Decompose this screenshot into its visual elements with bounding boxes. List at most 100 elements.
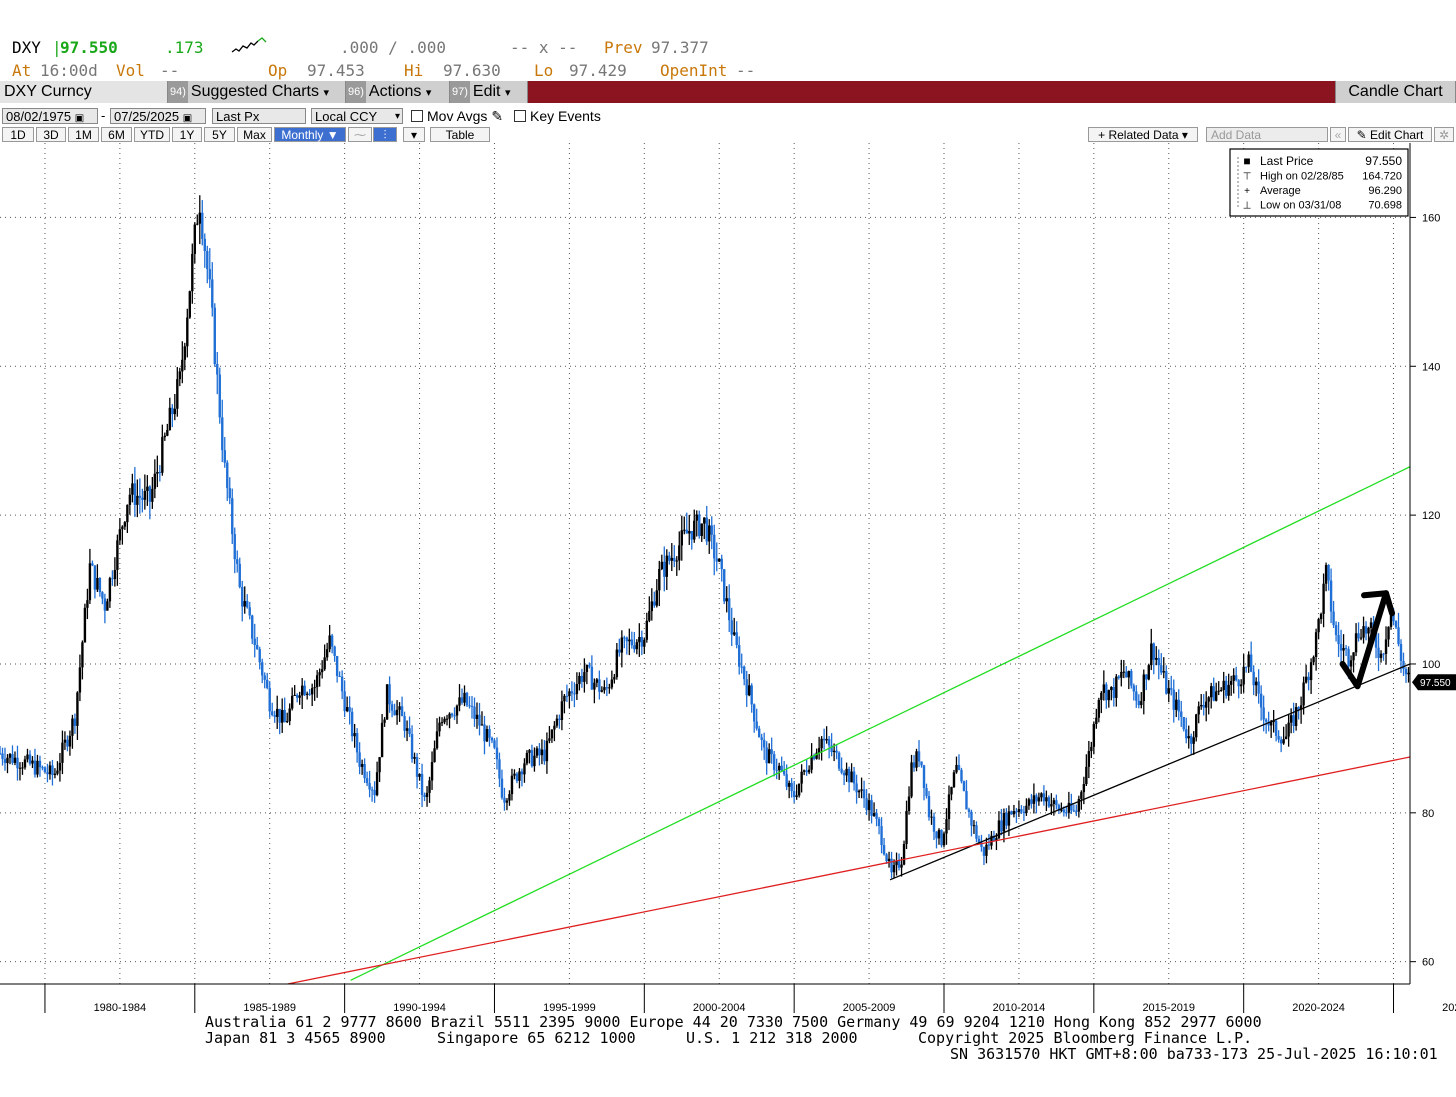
- field-select[interactable]: Last Px: [212, 108, 306, 124]
- chart-style-bar-button[interactable]: ⫶: [373, 127, 397, 142]
- suggested-charts-button[interactable]: 94) Suggested Charts ▾: [168, 81, 346, 103]
- candle-body: [967, 809, 971, 812]
- candle: [103, 593, 107, 624]
- table-button[interactable]: Table: [430, 127, 490, 142]
- candle: [830, 733, 833, 757]
- candle: [807, 765, 811, 775]
- chart-type-button[interactable]: Candle Chart: [1335, 81, 1456, 103]
- candle: [253, 623, 256, 658]
- candle: [545, 732, 549, 774]
- period-button-ytd[interactable]: YTD: [134, 127, 170, 142]
- candle: [290, 687, 294, 711]
- candle-body: [243, 601, 246, 607]
- end-date-field[interactable]: 07/25/2025 ▣: [110, 108, 206, 124]
- candle: [1017, 800, 1021, 818]
- period-button-1d[interactable]: 1D: [2, 127, 34, 142]
- gear-icon: ✲: [1438, 128, 1450, 142]
- candle-body: [615, 649, 619, 678]
- key-events-checkbox[interactable]: Key Events: [514, 108, 601, 124]
- candle-body: [283, 709, 286, 723]
- candle: [857, 789, 861, 799]
- candle: [383, 717, 386, 727]
- candle-body: [1367, 627, 1370, 634]
- candle: [1317, 617, 1320, 640]
- currency-select[interactable]: Local CCY ▾: [311, 108, 403, 124]
- candle-body: [1115, 676, 1118, 698]
- candle: [1147, 663, 1150, 681]
- candle: [101, 591, 104, 605]
- candle: [221, 399, 224, 463]
- edit-button[interactable]: 97) Edit ▾: [450, 81, 528, 103]
- candle-body: [390, 704, 394, 711]
- candle-body: [600, 690, 604, 692]
- candle: [213, 303, 216, 367]
- candle: [593, 678, 596, 704]
- candle-body: [338, 676, 341, 678]
- candle: [1362, 616, 1365, 644]
- candle-body: [1369, 622, 1373, 628]
- period-button-5y[interactable]: 5Y: [204, 127, 235, 142]
- period-button-3d[interactable]: 3D: [36, 127, 66, 142]
- mov-avgs-checkbox[interactable]: Mov Avgs ✎: [411, 108, 503, 125]
- candle-body: [445, 718, 449, 720]
- candle-body: [857, 790, 861, 793]
- candle: [658, 560, 661, 607]
- candle: [598, 670, 601, 700]
- candle: [1344, 645, 1348, 657]
- candle-body: [540, 749, 544, 756]
- candle: [755, 708, 758, 731]
- candle-body: [468, 705, 471, 707]
- candle: [1022, 805, 1026, 821]
- candle-body: [1102, 684, 1106, 693]
- chart-style-dropdown[interactable]: ▾: [403, 127, 425, 142]
- candle-body: [680, 530, 683, 546]
- candle-body: [46, 772, 49, 775]
- chart-style-line-button[interactable]: ⁓: [348, 127, 372, 142]
- candle-body: [1082, 784, 1086, 793]
- period-button-1y[interactable]: 1Y: [172, 127, 202, 142]
- prev-label: Prev: [604, 38, 643, 57]
- candle-body: [460, 697, 464, 703]
- y-tick-label: 160: [1422, 212, 1440, 224]
- prev-value: 97.377: [651, 38, 709, 57]
- legend-label: Last Price: [1260, 154, 1314, 168]
- periodicity-select[interactable]: Monthly ▼: [274, 127, 346, 142]
- start-date-field[interactable]: 08/02/1975 ▣: [2, 108, 98, 124]
- candle-body: [830, 745, 833, 753]
- collapse-button[interactable]: «: [1330, 127, 1346, 142]
- candle: [475, 702, 479, 729]
- candle-body: [73, 718, 77, 726]
- candle: [1042, 785, 1046, 806]
- period-button-1m[interactable]: 1M: [68, 127, 99, 142]
- candle: [890, 851, 893, 879]
- candle: [1130, 668, 1133, 689]
- candle-body: [123, 522, 127, 527]
- candle-body: [121, 526, 124, 530]
- candle: [1145, 674, 1148, 691]
- add-data-input[interactable]: Add Data: [1206, 127, 1328, 142]
- related-data-button[interactable]: + Related Data ▾: [1088, 127, 1198, 142]
- field-select-value: Last Px: [216, 109, 260, 124]
- candle: [218, 367, 221, 424]
- candle: [1352, 652, 1355, 673]
- candle-body: [842, 772, 846, 776]
- candle: [438, 716, 441, 737]
- security-field[interactable]: DXY Curncy: [0, 81, 168, 103]
- period-button-max[interactable]: Max: [237, 127, 272, 142]
- period-button-label: 1M: [75, 128, 92, 142]
- actions-button[interactable]: 96) Actions ▾: [346, 81, 450, 103]
- candle: [183, 342, 187, 371]
- candle: [615, 643, 619, 680]
- period-button-6m[interactable]: 6M: [101, 127, 132, 142]
- candle-body: [1125, 671, 1128, 678]
- candle-body: [695, 514, 698, 521]
- candle: [860, 777, 863, 799]
- edit-chart-button[interactable]: ✎ Edit Chart: [1348, 127, 1432, 142]
- candle-body: [1067, 802, 1071, 813]
- candle-body: [1062, 809, 1066, 813]
- candle: [1097, 697, 1101, 723]
- settings-button[interactable]: ✲: [1434, 127, 1454, 142]
- candle-body: [1352, 652, 1355, 661]
- candle-body: [613, 677, 616, 680]
